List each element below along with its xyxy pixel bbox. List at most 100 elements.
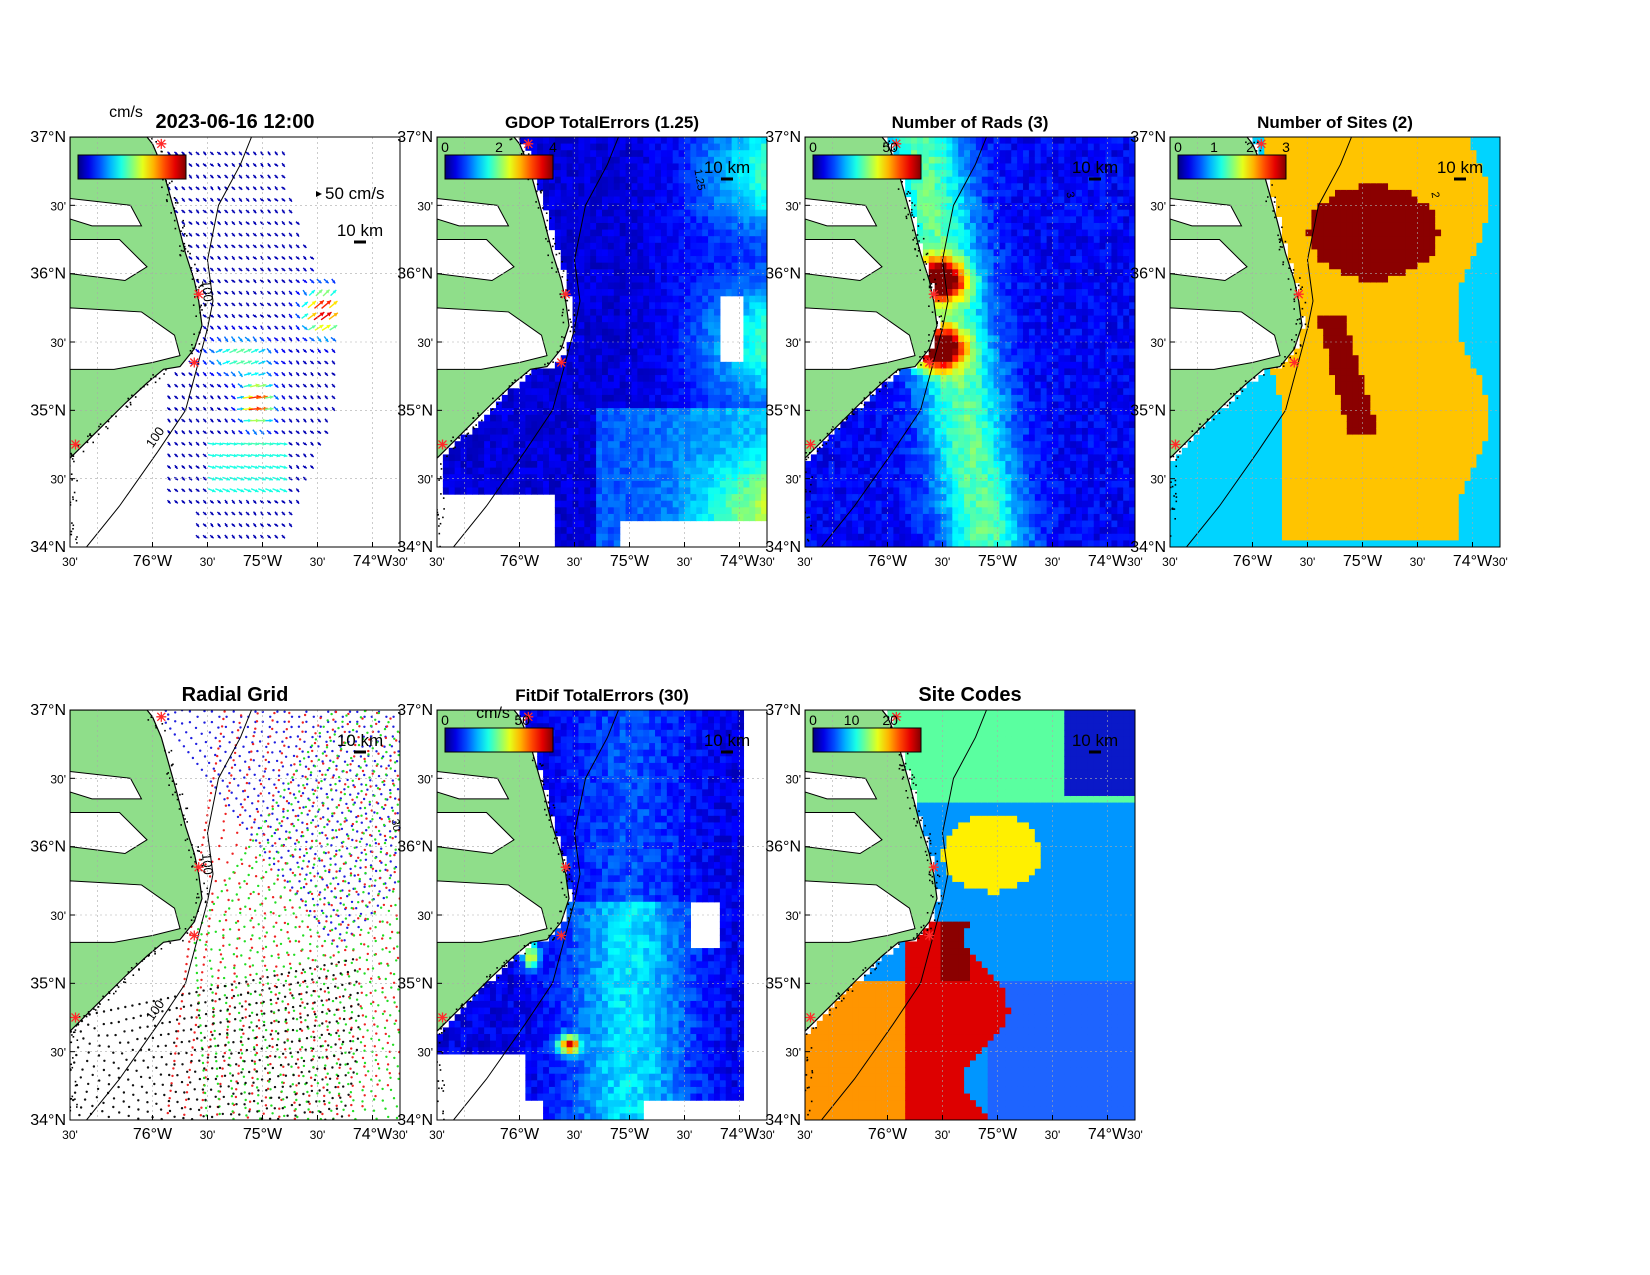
cell xyxy=(822,454,830,462)
cell xyxy=(761,408,767,416)
cell xyxy=(952,222,959,231)
cell xyxy=(958,507,965,515)
cell xyxy=(743,242,750,251)
vector-head xyxy=(240,407,245,411)
cell xyxy=(472,461,479,469)
cell xyxy=(725,209,733,217)
cell xyxy=(596,308,603,317)
cell xyxy=(660,348,668,356)
cell xyxy=(875,480,883,489)
cell xyxy=(637,408,644,416)
cell xyxy=(572,143,580,151)
cell xyxy=(501,467,509,475)
cell xyxy=(946,355,953,363)
cell xyxy=(519,421,526,429)
coast-detail xyxy=(154,381,157,384)
cell xyxy=(708,156,715,165)
cell xyxy=(607,401,615,409)
cell xyxy=(602,289,609,297)
cell xyxy=(946,388,953,396)
cell xyxy=(572,348,580,356)
cell xyxy=(531,414,538,422)
cell xyxy=(643,394,650,403)
panel-title: 2023-06-16 12:00 xyxy=(155,111,314,133)
cell xyxy=(684,461,691,469)
cell xyxy=(702,474,709,482)
cell xyxy=(649,335,656,343)
cell xyxy=(531,388,538,396)
vector-head xyxy=(239,186,243,190)
cell xyxy=(816,507,824,515)
vector-head xyxy=(254,465,259,469)
cell xyxy=(625,401,633,409)
cell xyxy=(858,513,865,522)
cell xyxy=(743,275,750,284)
vector-head xyxy=(174,419,178,423)
cell xyxy=(596,295,603,303)
cell xyxy=(905,401,912,409)
cell xyxy=(495,474,503,482)
cell xyxy=(684,156,691,165)
cell xyxy=(743,487,750,495)
cell xyxy=(460,454,468,462)
cell xyxy=(952,322,959,330)
cell xyxy=(749,282,756,290)
coast-detail xyxy=(573,314,576,317)
cell xyxy=(911,461,918,469)
coast-detail xyxy=(198,343,201,345)
coast-detail xyxy=(70,530,73,533)
cell xyxy=(928,269,936,277)
cell xyxy=(958,408,965,416)
cell xyxy=(619,328,627,336)
cell xyxy=(940,434,948,442)
cell xyxy=(881,434,889,442)
cell xyxy=(731,189,739,198)
cell xyxy=(596,421,603,429)
vector-head xyxy=(181,384,185,388)
cell xyxy=(749,361,756,370)
cell xyxy=(755,196,762,204)
cell xyxy=(513,427,521,436)
cell xyxy=(761,461,767,469)
cell xyxy=(725,203,733,211)
cell xyxy=(964,242,971,251)
cell xyxy=(672,275,680,284)
cell xyxy=(513,474,521,482)
cell xyxy=(672,427,680,436)
cell xyxy=(719,388,727,396)
cell xyxy=(531,487,538,495)
cell xyxy=(952,150,959,158)
coast-detail xyxy=(563,336,565,339)
cell xyxy=(946,434,953,442)
vector-head xyxy=(253,210,257,214)
vector-head xyxy=(232,302,236,306)
cell xyxy=(761,256,767,264)
cell xyxy=(749,467,756,475)
cell xyxy=(749,328,756,336)
coast-detail xyxy=(167,184,169,186)
cell xyxy=(863,540,871,547)
cell xyxy=(655,216,662,224)
vector-head xyxy=(203,419,207,423)
vector-head xyxy=(289,523,292,527)
coast-detail xyxy=(195,315,197,317)
cell xyxy=(690,355,697,363)
vector-head xyxy=(281,245,285,249)
cell xyxy=(613,170,621,178)
cell xyxy=(684,480,691,489)
cell xyxy=(922,156,930,165)
cell xyxy=(478,421,485,429)
cell xyxy=(911,421,918,429)
cell xyxy=(531,368,538,376)
vector-head xyxy=(224,268,228,272)
cell xyxy=(566,520,574,528)
cell xyxy=(607,328,615,336)
cell xyxy=(940,282,948,290)
cell xyxy=(702,222,709,231)
cell xyxy=(719,454,727,462)
cell xyxy=(708,494,715,502)
vector-head xyxy=(333,312,338,317)
cell xyxy=(613,447,621,456)
vector-head xyxy=(203,477,207,481)
coast-detail xyxy=(552,245,554,248)
